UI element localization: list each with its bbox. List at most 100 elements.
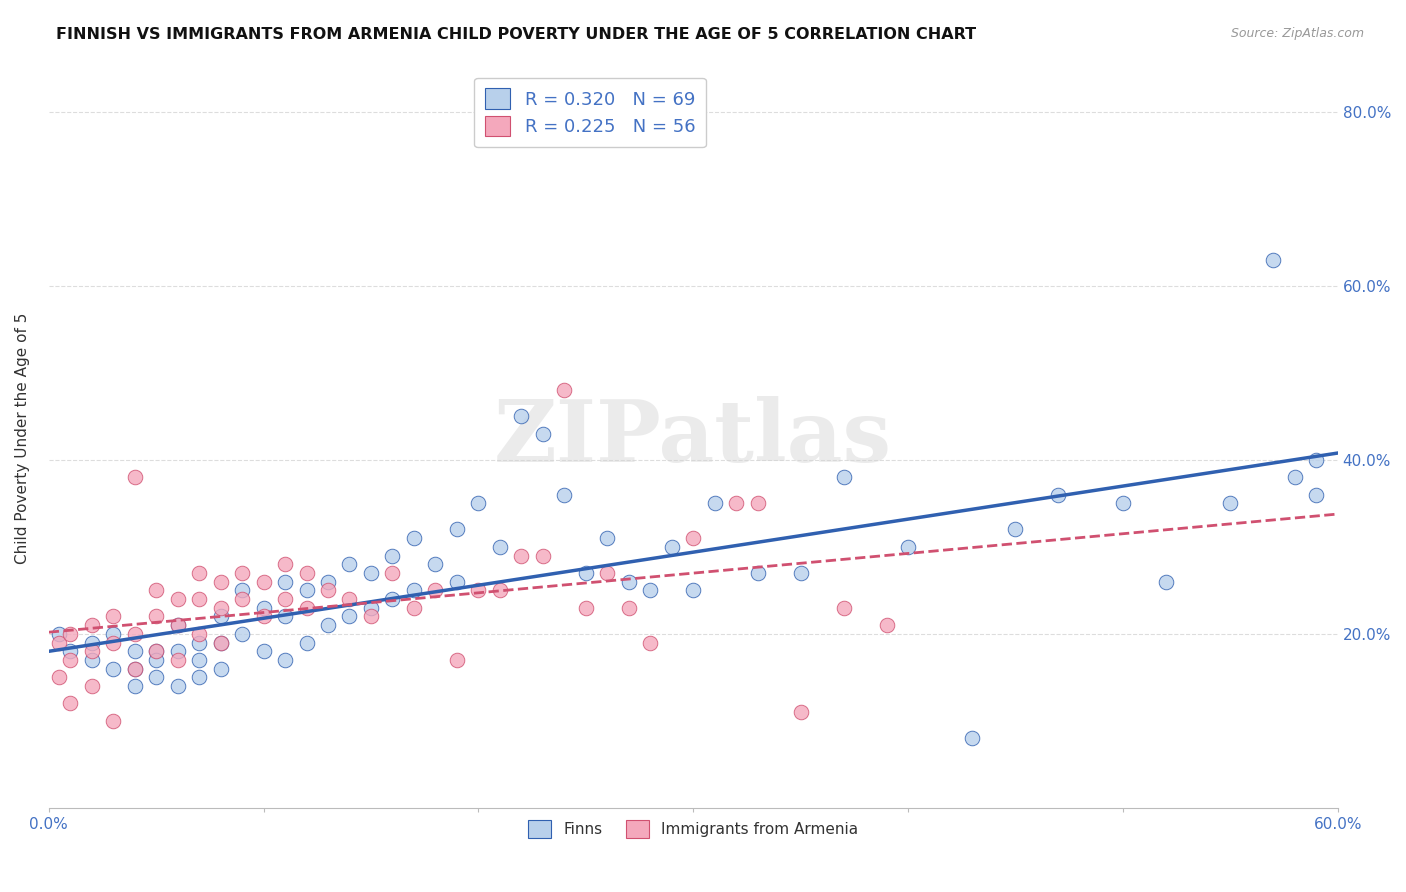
- Point: [231, 566, 253, 580]
- Point: [402, 600, 425, 615]
- Point: [188, 566, 211, 580]
- Point: [747, 496, 769, 510]
- Point: [832, 600, 855, 615]
- Point: [789, 705, 811, 719]
- Point: [402, 531, 425, 545]
- Point: [467, 583, 489, 598]
- Point: [48, 627, 70, 641]
- Point: [274, 558, 297, 572]
- Point: [188, 670, 211, 684]
- Point: [339, 558, 361, 572]
- Point: [103, 662, 125, 676]
- Point: [80, 679, 103, 693]
- Point: [124, 627, 146, 641]
- Point: [124, 679, 146, 693]
- Point: [209, 662, 232, 676]
- Point: [360, 609, 382, 624]
- Point: [145, 653, 167, 667]
- Point: [124, 470, 146, 484]
- Point: [596, 566, 619, 580]
- Point: [166, 618, 188, 632]
- Point: [381, 592, 404, 607]
- Point: [553, 488, 575, 502]
- Point: [166, 679, 188, 693]
- Point: [295, 583, 318, 598]
- Point: [339, 609, 361, 624]
- Point: [638, 583, 661, 598]
- Point: [617, 600, 640, 615]
- Point: [596, 531, 619, 545]
- Point: [103, 635, 125, 649]
- Point: [575, 600, 598, 615]
- Text: Source: ZipAtlas.com: Source: ZipAtlas.com: [1230, 27, 1364, 40]
- Point: [1284, 470, 1306, 484]
- Point: [339, 592, 361, 607]
- Point: [145, 583, 167, 598]
- Point: [1219, 496, 1241, 510]
- Point: [59, 627, 82, 641]
- Point: [252, 609, 274, 624]
- Legend: Finns, Immigrants from Armenia: Finns, Immigrants from Armenia: [523, 814, 865, 845]
- Point: [725, 496, 748, 510]
- Point: [360, 600, 382, 615]
- Point: [166, 653, 188, 667]
- Point: [295, 600, 318, 615]
- Point: [59, 697, 82, 711]
- Point: [166, 592, 188, 607]
- Text: FINNISH VS IMMIGRANTS FROM ARMENIA CHILD POVERTY UNDER THE AGE OF 5 CORRELATION : FINNISH VS IMMIGRANTS FROM ARMENIA CHILD…: [56, 27, 976, 42]
- Point: [80, 618, 103, 632]
- Point: [789, 566, 811, 580]
- Point: [124, 662, 146, 676]
- Point: [48, 635, 70, 649]
- Point: [510, 409, 533, 424]
- Point: [531, 426, 554, 441]
- Text: ZIPatlas: ZIPatlas: [494, 396, 893, 480]
- Point: [274, 653, 297, 667]
- Point: [252, 600, 274, 615]
- Point: [209, 600, 232, 615]
- Point: [1305, 453, 1327, 467]
- Point: [360, 566, 382, 580]
- Point: [425, 583, 447, 598]
- Point: [145, 609, 167, 624]
- Point: [682, 583, 704, 598]
- Point: [575, 566, 598, 580]
- Point: [962, 731, 984, 746]
- Point: [231, 627, 253, 641]
- Point: [274, 609, 297, 624]
- Point: [209, 609, 232, 624]
- Point: [166, 618, 188, 632]
- Point: [1112, 496, 1135, 510]
- Point: [295, 635, 318, 649]
- Point: [316, 574, 339, 589]
- Point: [661, 540, 683, 554]
- Point: [638, 635, 661, 649]
- Point: [1004, 523, 1026, 537]
- Point: [274, 574, 297, 589]
- Point: [274, 592, 297, 607]
- Point: [59, 653, 82, 667]
- Point: [617, 574, 640, 589]
- Point: [402, 583, 425, 598]
- Point: [703, 496, 725, 510]
- Point: [145, 644, 167, 658]
- Point: [1154, 574, 1177, 589]
- Point: [553, 384, 575, 398]
- Point: [381, 549, 404, 563]
- Point: [209, 635, 232, 649]
- Point: [316, 618, 339, 632]
- Point: [188, 635, 211, 649]
- Point: [489, 583, 512, 598]
- Point: [231, 592, 253, 607]
- Point: [425, 558, 447, 572]
- Point: [231, 583, 253, 598]
- Point: [252, 644, 274, 658]
- Point: [446, 574, 468, 589]
- Point: [446, 523, 468, 537]
- Point: [188, 627, 211, 641]
- Point: [316, 583, 339, 598]
- Point: [832, 470, 855, 484]
- Point: [1263, 252, 1285, 267]
- Point: [510, 549, 533, 563]
- Point: [531, 549, 554, 563]
